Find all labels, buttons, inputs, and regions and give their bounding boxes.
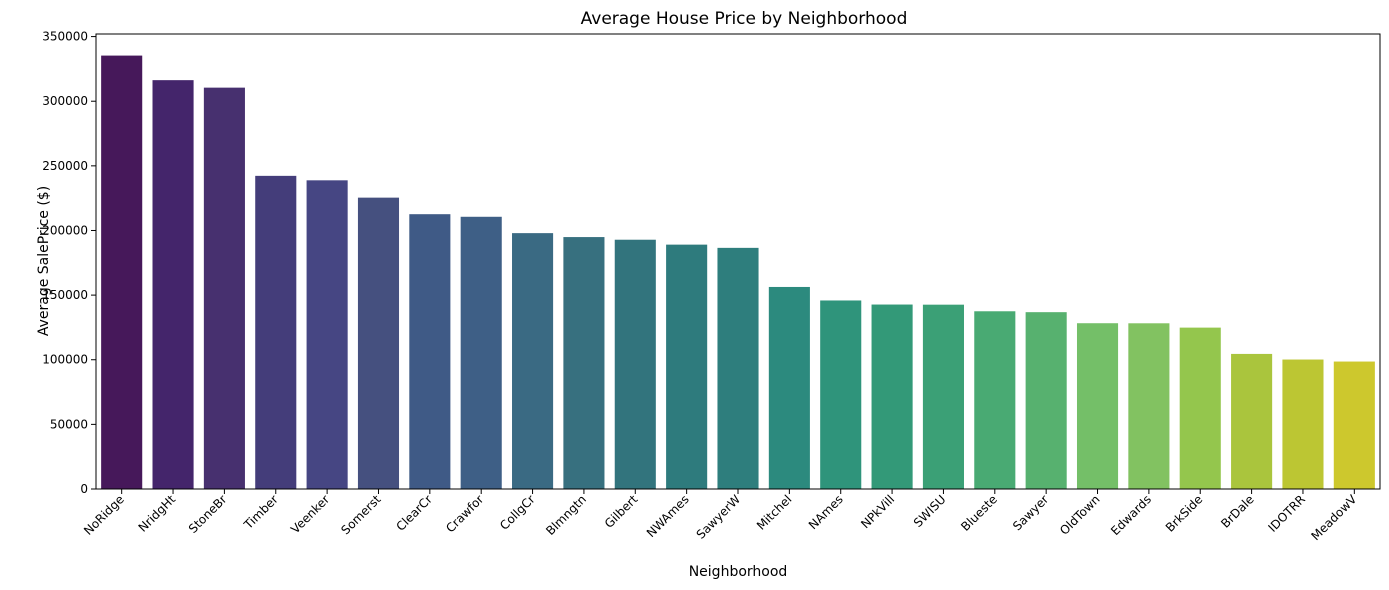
bar-MeadowV [1333,361,1375,489]
x-tick-label: ClearCr [393,492,435,534]
bar-Somerst [357,197,400,489]
x-tick-label: Sawyer [1010,492,1051,533]
x-tick-label: SawyerW [694,492,744,542]
x-tick-label: Blmngtn [543,492,589,538]
bar-ClearCr [409,214,451,489]
y-tick-label: 50000 [50,417,88,431]
y-tick-label: 350000 [42,30,88,44]
bar-BrkSide [1179,327,1221,489]
bar-Blueste [974,311,1016,489]
bar-IDOTRR [1282,359,1324,489]
bar-Blmngtn [563,237,605,489]
x-tick-label: MeadowV [1308,492,1360,544]
y-axis-label: Average SalePrice ($) [36,186,52,336]
y-tick-label: 0 [80,482,88,496]
bar-Mitchel [768,286,810,489]
bar-BrDale [1231,353,1273,489]
x-tick-label: NAmes [806,492,846,532]
bar-CollgCr [512,233,554,489]
bar-NPkVill [871,304,913,489]
x-tick-label: Somerst [338,492,383,537]
bar-StoneBr [203,87,245,489]
x-tick-label: OldTown [1057,492,1103,538]
x-axis-label: Neighborhood [689,564,788,580]
bar-SWISU [922,304,964,489]
x-tick-label: NridgHt [136,492,179,535]
bar-Sawyer [1025,312,1067,489]
bar-NridgHt [152,80,194,490]
plot-frame [95,33,1381,490]
y-tick-label: 100000 [42,353,88,367]
x-tick-label: NWAmes [644,492,692,540]
bar-Timber [255,175,297,490]
bar-Veenker [306,180,348,489]
y-tick-label: 300000 [42,94,88,108]
x-tick-label: Gilbert [602,492,641,531]
bar-NWAmes [666,244,708,489]
bar-OldTown [1076,323,1119,489]
x-tick-label: SWISU [911,492,949,530]
x-tick-label: Edwards [1108,492,1154,538]
bar-NoRidge [101,55,143,490]
x-tick-label: Mitchel [754,492,795,533]
chart-title: Average House Price by Neighborhood [581,9,908,29]
bar-Gilbert [614,239,656,489]
x-tick-label: Blueste [958,492,1000,534]
x-tick-label: BrkSide [1163,492,1205,534]
y-tick-label: 200000 [42,223,88,237]
x-tick-label: BrDale [1218,492,1257,531]
x-tick-label: Veenker [288,492,332,536]
x-tick-label: CollgCr [497,492,538,533]
bar-Crawfor [460,216,502,489]
x-tick-label: NoRidge [81,492,127,538]
y-tick-label: 150000 [42,288,88,302]
x-tick-label: Timber [241,492,281,532]
x-tick-label: Crawfor [443,492,486,535]
bars-layer [101,55,1375,490]
bar-Edwards [1128,323,1170,489]
y-tick-label: 250000 [42,159,88,173]
bar-SawyerW [717,247,759,489]
x-tick-label: IDOTRR [1265,492,1308,535]
x-tick-label: StoneBr [186,492,230,536]
y-axis: 0 50000 100000 150000 200000 250000 300000 3500… [42,30,96,496]
bar-NAmes [820,300,862,489]
x-tick-label: NPkVill [858,492,897,531]
x-axis: NoRidge NridgHt StoneBr Timber Veenker Somers… [81,489,1360,543]
